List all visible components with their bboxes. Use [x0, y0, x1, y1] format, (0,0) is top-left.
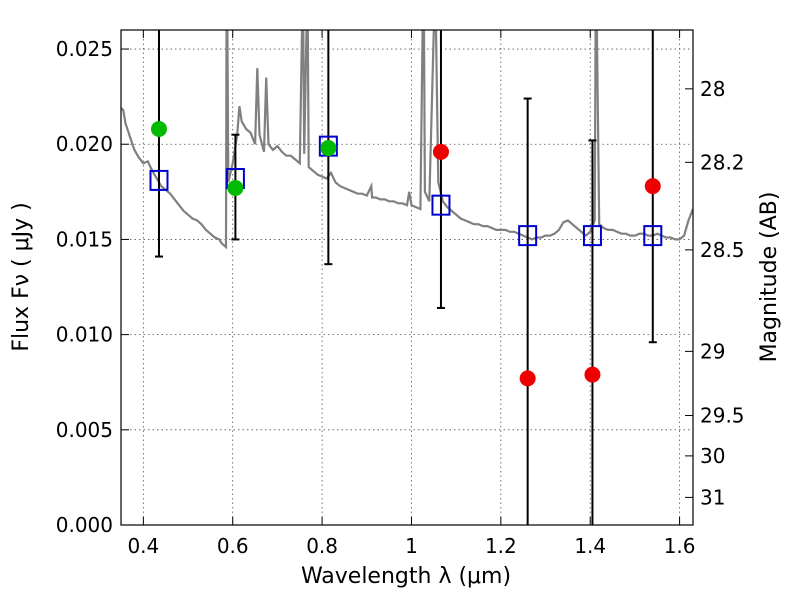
- y2-tick-label: 28.2: [700, 150, 745, 174]
- observed-flux-point: [519, 370, 536, 387]
- y2-tick-label: 30: [700, 444, 725, 468]
- axes: 0.4 0.6 0.8 1 1.2 1.4 1.6 0.000 0.005 0.010 0.015 0…: [56, 30, 745, 558]
- y-tick-label: 0.015: [56, 227, 113, 251]
- plot-area: [121, 30, 693, 525]
- observed-flux-point: [644, 178, 661, 195]
- y-tick-label: 0.025: [56, 37, 113, 61]
- y-tick-label: 0.020: [56, 132, 113, 156]
- y2-tick-label: 29: [700, 339, 725, 363]
- y2-tick-label: 29.5: [700, 404, 745, 428]
- x-tick-label: 1: [405, 534, 418, 558]
- y2-tick-label: 31: [700, 485, 725, 509]
- observed-flux-point: [320, 140, 337, 157]
- observed-flux-point: [432, 143, 449, 160]
- y2-tick-label: 28.5: [700, 238, 745, 262]
- y-tick-label: 0.000: [56, 513, 113, 537]
- x-tick-label: 1.6: [664, 534, 696, 558]
- observed-flux-point: [150, 121, 167, 137]
- observed-flux-point: [584, 366, 601, 383]
- x-tick-label: 1.2: [485, 534, 517, 558]
- y2-axis-label: Magnitude (AB): [757, 192, 782, 363]
- observed-flux-point: [227, 180, 244, 197]
- x-tick-label: 0.4: [127, 534, 159, 558]
- x-axis-label: Wavelength λ (μm): [301, 564, 511, 589]
- x-tick-label: 0.8: [306, 534, 338, 558]
- plot-frame: [120, 29, 694, 526]
- model-flux-square: [149, 169, 169, 191]
- model-flux-square: [643, 225, 663, 247]
- model-flux-square: [582, 225, 602, 247]
- grid-lines: [121, 30, 693, 526]
- y2-tick-label: 28: [700, 77, 725, 101]
- model-flux-square: [518, 225, 538, 247]
- model-flux-square: [431, 194, 451, 216]
- y-tick-label: 0.005: [56, 418, 113, 442]
- y-axis-label: Flux Fν ( μJy ): [9, 202, 34, 351]
- y-tick-label: 0.010: [56, 323, 113, 347]
- x-tick-label: 1.4: [574, 534, 606, 558]
- x-tick-label: 0.6: [217, 534, 249, 558]
